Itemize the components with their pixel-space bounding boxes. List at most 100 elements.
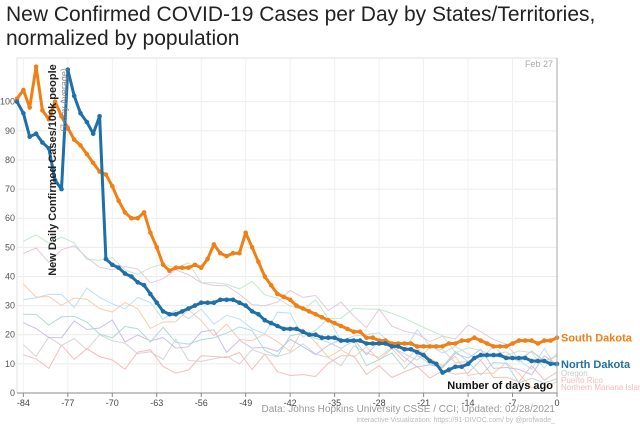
x-tick-label: -63 — [150, 398, 163, 408]
data-point — [357, 338, 363, 343]
data-point — [465, 361, 471, 367]
data-point — [78, 143, 83, 148]
data-point — [338, 323, 344, 329]
data-point — [256, 259, 261, 265]
data-point — [52, 99, 58, 104]
data-point — [478, 352, 484, 358]
data-point — [135, 280, 140, 285]
data-point — [503, 355, 509, 361]
data-point — [154, 300, 160, 306]
series-label: North Dakota — [561, 359, 631, 371]
data-point — [237, 300, 242, 306]
data-point — [198, 265, 204, 271]
data-point — [90, 131, 96, 136]
data-point — [84, 151, 90, 157]
data-point — [256, 312, 261, 317]
data-point — [59, 114, 64, 119]
data-point — [27, 134, 32, 139]
data-point — [332, 320, 337, 326]
data-point — [154, 245, 160, 250]
data-point — [90, 160, 96, 166]
data-point — [71, 137, 77, 142]
data-point — [21, 87, 26, 93]
data-point — [459, 338, 465, 343]
data-point — [224, 297, 229, 303]
x-axis-label: Number of days ago — [447, 380, 553, 392]
background-label-oregon: Oregon — [561, 369, 588, 378]
data-point — [179, 265, 185, 271]
data-point — [275, 323, 280, 329]
data-point — [249, 245, 255, 250]
data-point — [402, 347, 407, 352]
y-tick-label: 60 — [5, 213, 15, 223]
data-point — [218, 297, 223, 303]
data-point — [46, 146, 52, 151]
data-point — [275, 291, 280, 297]
data-point — [205, 300, 210, 306]
data-point — [345, 338, 350, 343]
data-point — [414, 349, 420, 355]
data-point — [230, 250, 236, 256]
data-point — [434, 361, 439, 367]
data-point — [522, 338, 528, 343]
data-point — [351, 329, 357, 335]
data-point — [59, 186, 64, 192]
data-point — [198, 300, 204, 306]
y-tick-label: 30 — [5, 301, 15, 311]
data-point — [459, 364, 465, 370]
data-point — [326, 335, 331, 341]
x-tick-label: -56 — [195, 398, 208, 408]
x-tick-label: -84 — [17, 398, 30, 408]
data-point — [14, 99, 20, 104]
x-tick-label: 0 — [554, 398, 559, 408]
background-series-line — [23, 344, 558, 383]
data-point — [421, 344, 426, 349]
data-point — [141, 210, 147, 215]
data-point — [27, 105, 32, 110]
x-tick-label: -28 — [373, 398, 386, 408]
data-point — [351, 338, 357, 343]
data-point — [503, 344, 509, 349]
data-point — [300, 329, 306, 335]
data-point — [472, 355, 477, 361]
x-tick-label: -42 — [284, 398, 297, 408]
data-point — [129, 215, 134, 221]
data-point — [414, 344, 420, 349]
data-point — [186, 306, 191, 311]
data-point — [491, 344, 496, 349]
data-point — [103, 256, 109, 262]
data-point — [243, 230, 248, 236]
data-point — [173, 265, 179, 271]
data-point — [21, 111, 26, 116]
data-point — [160, 262, 166, 268]
data-point — [116, 265, 121, 271]
data-point — [71, 93, 77, 99]
data-point — [421, 352, 426, 358]
x-tick-label: -14 — [462, 398, 475, 408]
data-point — [332, 335, 337, 341]
data-point — [141, 282, 147, 288]
data-point — [313, 312, 318, 317]
data-point — [281, 326, 287, 332]
data-point — [453, 364, 458, 370]
data-point — [243, 303, 248, 308]
data-point — [300, 306, 306, 311]
x-tick-label: -70 — [106, 398, 119, 408]
y-tick-label: 70 — [5, 184, 15, 194]
data-point — [129, 274, 134, 279]
background-label-puerto-rico: Puerto Rico — [561, 376, 603, 385]
data-point — [268, 282, 274, 288]
x-tick-label: -7 — [509, 398, 517, 408]
data-point — [84, 119, 90, 125]
background-series-line — [23, 334, 558, 367]
chart-title-line-1: New Confirmed COVID-19 Cases per Day by … — [6, 3, 596, 26]
data-point — [522, 355, 528, 361]
data-point — [268, 320, 274, 326]
data-point — [160, 309, 166, 314]
data-point — [497, 344, 503, 349]
series-lines: South Dakota North Dakota — [14, 64, 633, 375]
data-point — [326, 317, 331, 323]
data-point — [370, 335, 376, 341]
data-point — [103, 172, 109, 177]
